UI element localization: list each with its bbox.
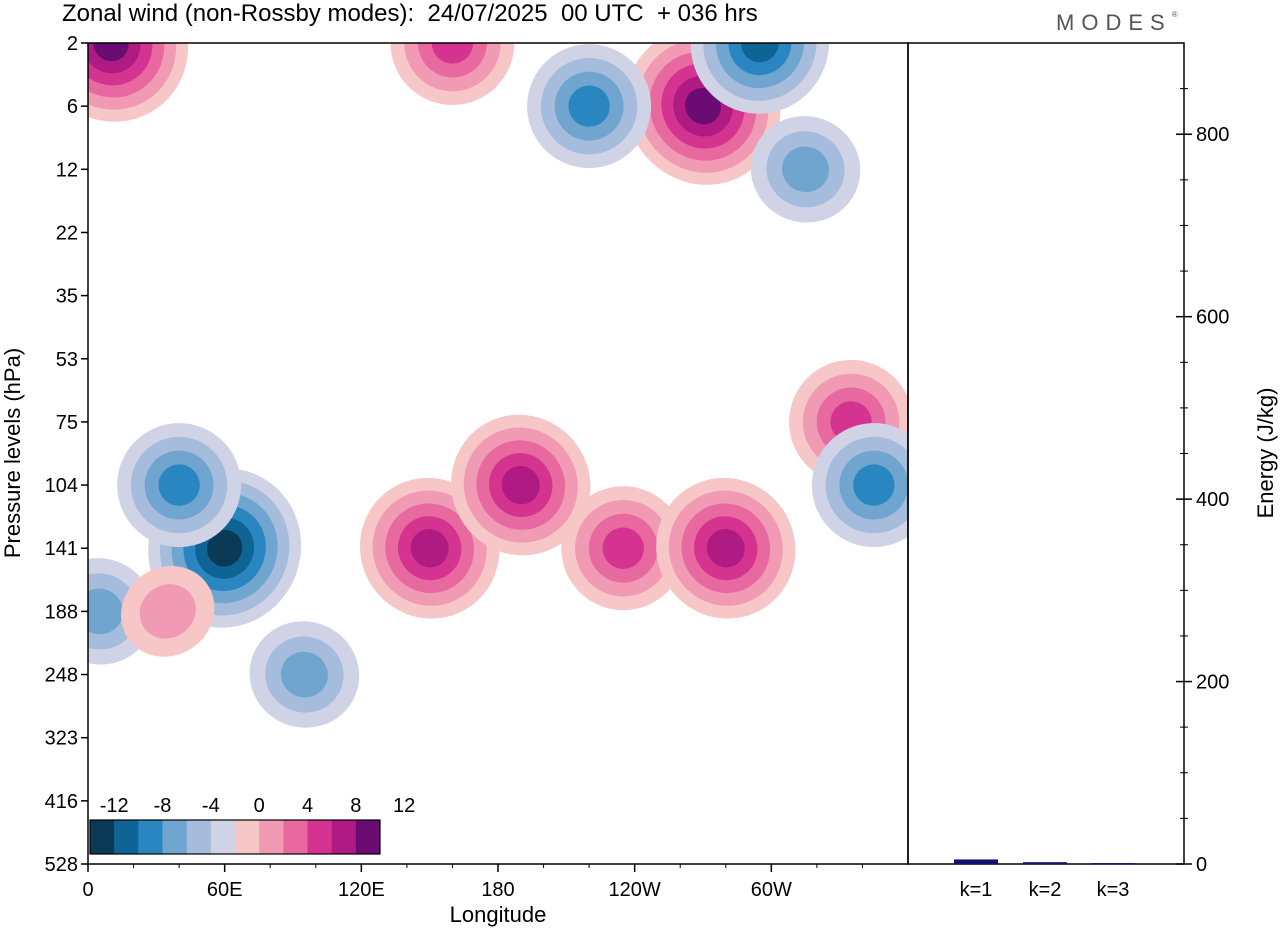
y-tick-label: 323 [45,728,78,750]
heatmap-field [88,43,908,728]
x-axis: 0 60E 120E 180 120W 60W [82,864,863,901]
colorbar-label: 0 [254,795,265,817]
x-tick-label: 180 [481,879,514,901]
brand-logo: MODES® [1056,10,1178,35]
colorbar-label: -4 [202,795,220,817]
contour-band [568,85,610,127]
energy-tick-label: 800 [1196,124,1229,146]
energy-tick-label: 400 [1196,489,1229,511]
energy-panel-frame [907,42,1185,865]
colorbar-swatch [355,820,381,854]
contour-feature [527,44,652,169]
colorbar-swatch [138,820,163,854]
y-axis-title: Pressure levels (hPa) [0,348,25,558]
x-tick-label: 0 [82,879,93,901]
contour-feature [811,423,908,548]
y-tick-label: 188 [45,601,78,623]
y-tick-label: 248 [45,665,78,687]
energy-bars: k=1 k=2 k=3 [954,859,1135,901]
contour-band [280,651,328,698]
contour-feature [121,566,215,657]
colorbar-swatch [90,820,115,854]
energy-tick-label: 0 [1196,854,1207,876]
x-tick-label: 60E [207,879,243,901]
contour-band [853,464,895,506]
y-tick-label: 6 [67,96,78,118]
contour-band [88,43,141,74]
energy-tick-label: 600 [1196,307,1229,329]
x-axis-title: Longitude [450,902,547,927]
energy-axis: 0 200 400 600 800 [1176,88,1229,876]
y-axis: 2 6 12 22 35 53 75 104 141 188 248 323 416 528 [45,33,88,876]
contour-band [685,87,721,125]
energy-bar [954,859,998,864]
y-tick-label: 75 [56,412,78,434]
contour-feature [390,43,515,105]
y-tick-label: 53 [56,349,78,371]
contour-feature [750,116,861,223]
contour-band [431,43,474,64]
energy-bar-label: k=1 [960,879,993,901]
colorbar-swatch [186,820,212,854]
colorbar-label: 8 [350,795,361,817]
y-tick-label: 22 [56,222,78,244]
colorbar: -12 -8 -4 0 4 8 12 [89,795,415,855]
colorbar-swatch [114,820,139,854]
energy-axis-title: Energy (J/kg) [1253,388,1278,519]
colorbar-label: -8 [154,795,172,817]
colorbar-swatch [307,820,333,854]
contour-band [728,43,792,76]
y-tick-label: 2 [67,33,78,55]
x-tick-label: 60W [751,879,792,901]
y-tick-label: 141 [45,538,78,560]
contour-band [139,584,196,639]
energy-bar-label: k=3 [1097,879,1130,901]
contour-band [92,43,129,62]
colorbar-label: 4 [302,795,313,817]
colorbar-label: 12 [393,795,415,817]
y-tick-label: 416 [45,791,78,813]
contour-band [782,146,829,193]
energy-bar-label: k=2 [1029,879,1062,901]
colorbar-swatch [235,820,260,854]
x-tick-label: 120W [609,879,661,901]
contour-band [158,464,200,506]
energy-bar [1091,863,1135,865]
contour-feature [88,558,155,665]
colorbar-swatch [162,820,188,854]
contour-feature [117,423,242,548]
y-tick-label: 528 [45,854,78,876]
contour-band [410,529,449,568]
colorbar-frame [89,819,381,855]
contour-band [501,465,540,505]
contour-feature [656,477,796,619]
energy-bar [1023,862,1067,864]
contour-feature [88,43,189,122]
contour-band [88,588,123,635]
contour-feature [249,621,360,728]
contour-feature [451,414,591,556]
colorbar-swatch [259,820,284,854]
y-tick-label: 35 [56,286,78,308]
chart-title: Zonal wind (non-Rossby modes): 24/07/202… [62,0,758,27]
y-tick-label: 12 [56,159,78,181]
contour-band [706,529,745,568]
colorbar-swatch [283,820,308,854]
contour-feature [561,486,686,611]
colorbar-swatch [331,820,357,854]
contour-band [207,529,243,567]
colorbar-swatch [210,820,236,854]
y-tick-label: 104 [45,475,78,497]
energy-tick-label: 200 [1196,672,1229,694]
colorbar-label: -12 [100,795,129,817]
x-tick-label: 120E [338,879,385,901]
contour-band [602,527,644,569]
